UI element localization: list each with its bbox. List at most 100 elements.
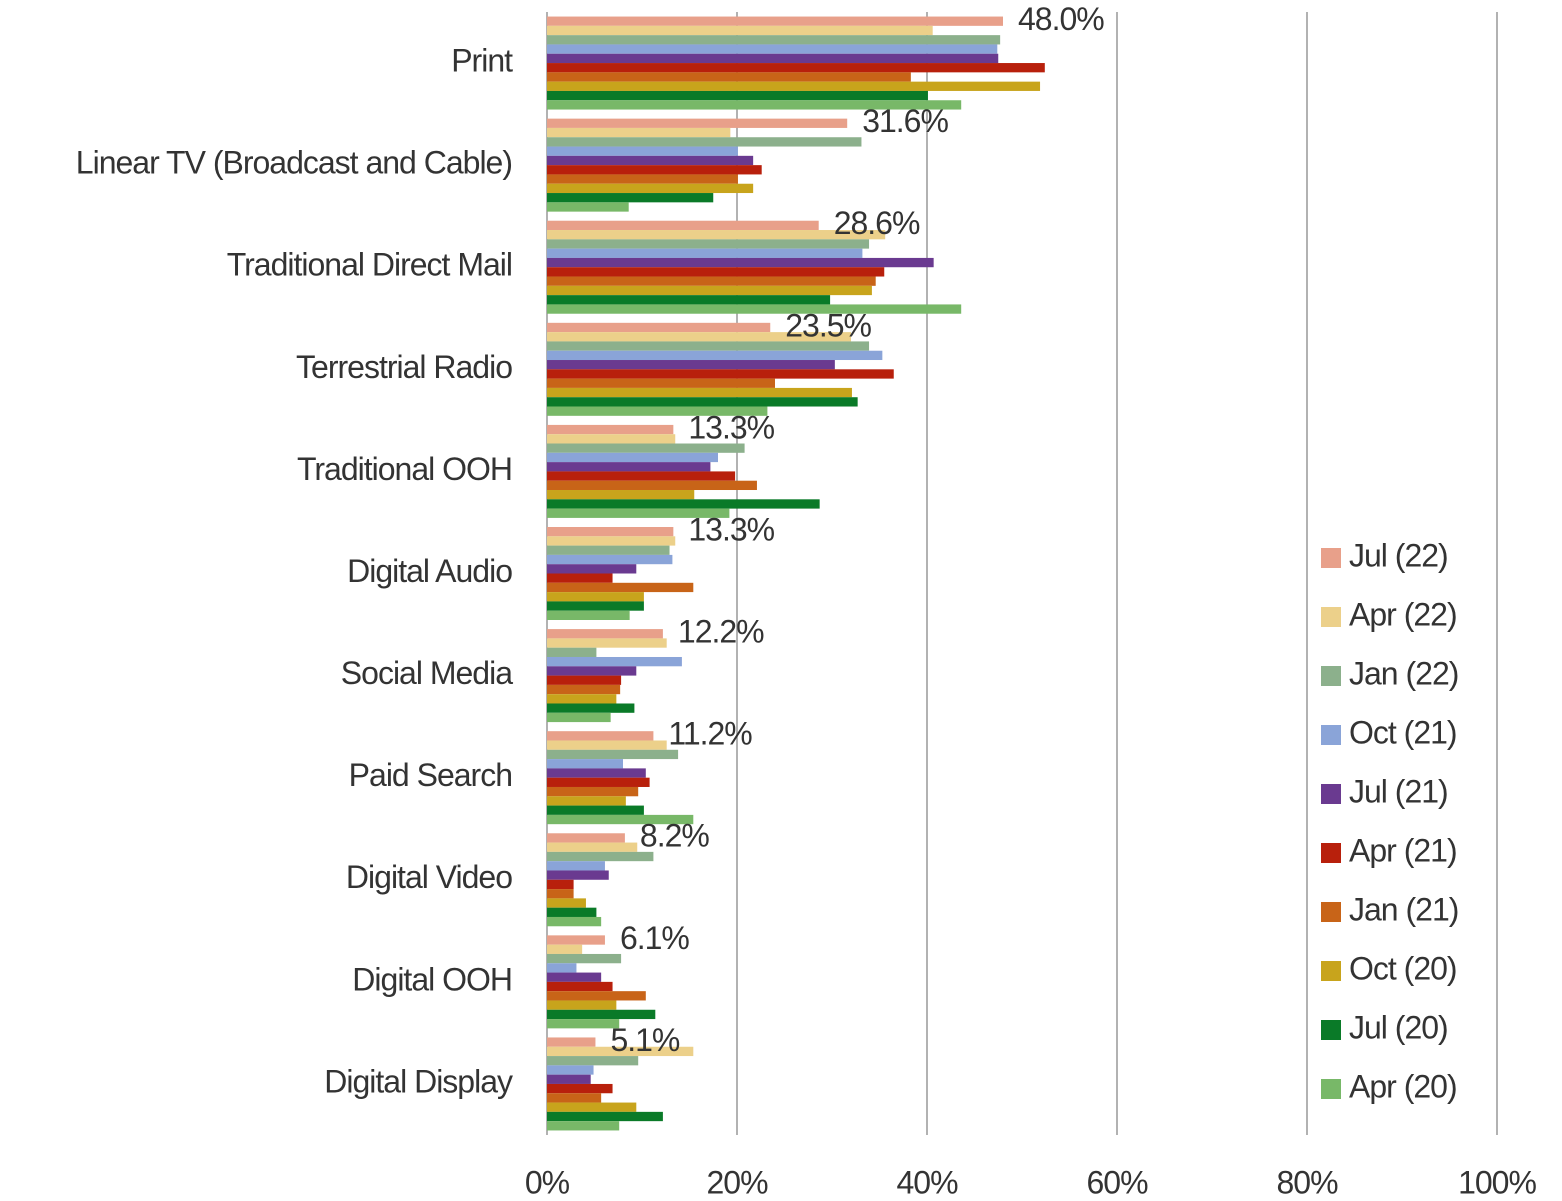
bar [547,183,754,194]
bar [547,907,597,917]
bar [547,536,676,546]
bar [547,406,768,416]
bar [547,25,933,36]
x-tick-label: 60% [1086,1164,1148,1200]
bar [547,239,870,249]
bar [547,276,876,286]
legend-swatch [1321,1079,1341,1099]
bar [547,462,711,472]
legend-label: Jul (21) [1349,773,1448,809]
bar [547,471,736,481]
bar [547,564,637,574]
bar [547,963,577,973]
bar [547,452,718,463]
bar [547,592,644,602]
bar [547,499,820,509]
bar [547,656,682,667]
bar [547,777,650,787]
bar [547,889,574,899]
value-label: 5.1% [610,1022,679,1058]
legend-swatch [1321,725,1341,745]
value-label: 6.1% [620,920,689,956]
legend-swatch [1321,1020,1341,1040]
bar [547,350,883,361]
bar [547,35,1001,45]
value-label: 48.0% [1018,1,1104,37]
bar [547,861,605,871]
bar [547,527,674,537]
bar [547,647,597,657]
bar [547,694,617,704]
value-label: 12.2% [678,614,764,650]
bar [547,731,654,741]
category-label: Paid Search [349,757,512,793]
bar [547,137,862,147]
bar [547,304,962,314]
category-label: Linear TV (Broadcast and Cable) [76,145,512,181]
legend-label: Jan (21) [1349,891,1458,927]
bar [547,991,646,1001]
legend-label: Jul (22) [1349,537,1448,573]
category-label: Digital OOH [352,961,512,997]
bar [547,248,863,258]
category-label: Social Media [341,655,513,691]
x-tick-label: 20% [706,1164,768,1200]
bar [547,295,831,305]
bar [547,53,999,64]
bar [547,1083,613,1094]
bar [547,796,626,806]
bar [547,1074,591,1084]
bar [547,369,894,379]
category-label: Traditional Direct Mail [227,247,512,283]
value-label: 23.5% [785,307,871,343]
bar [547,842,638,852]
legend-swatch [1321,961,1341,981]
bar [547,1065,594,1075]
bar [547,1102,637,1112]
bar [547,63,1045,73]
bar [547,712,611,723]
bar [547,322,771,333]
legend-swatch [1321,548,1341,568]
bar [547,768,646,778]
bar [547,749,679,760]
bar [547,1037,596,1047]
bar [547,582,694,593]
bar [547,257,934,268]
bar [547,1056,639,1066]
bar [547,174,738,184]
bar [547,202,629,212]
x-tick-label: 40% [896,1164,958,1200]
value-label: 11.2% [668,716,752,752]
bar [547,944,583,954]
bar [547,684,621,695]
bar [547,508,730,518]
legend-label: Oct (20) [1349,950,1457,986]
legend-label: Apr (20) [1349,1068,1457,1104]
bar [547,146,738,156]
bar [547,972,602,982]
bar [547,610,630,620]
bar [547,629,663,639]
bar [547,100,962,110]
bar [547,851,654,862]
bar [547,1019,620,1029]
legend-label: Jul (20) [1349,1009,1448,1045]
value-label: 31.6% [862,103,948,139]
bar [547,72,911,82]
bar [547,935,605,945]
bar [547,786,639,797]
legend-swatch [1321,784,1341,804]
bar [547,220,819,231]
bar [547,378,775,388]
bar [547,267,885,277]
bar [547,155,754,166]
value-label: 28.6% [834,205,920,241]
bar [547,638,667,648]
bar [547,424,674,435]
legend-label: Oct (21) [1349,714,1457,750]
bar [547,916,602,927]
value-label: 8.2% [640,818,709,854]
